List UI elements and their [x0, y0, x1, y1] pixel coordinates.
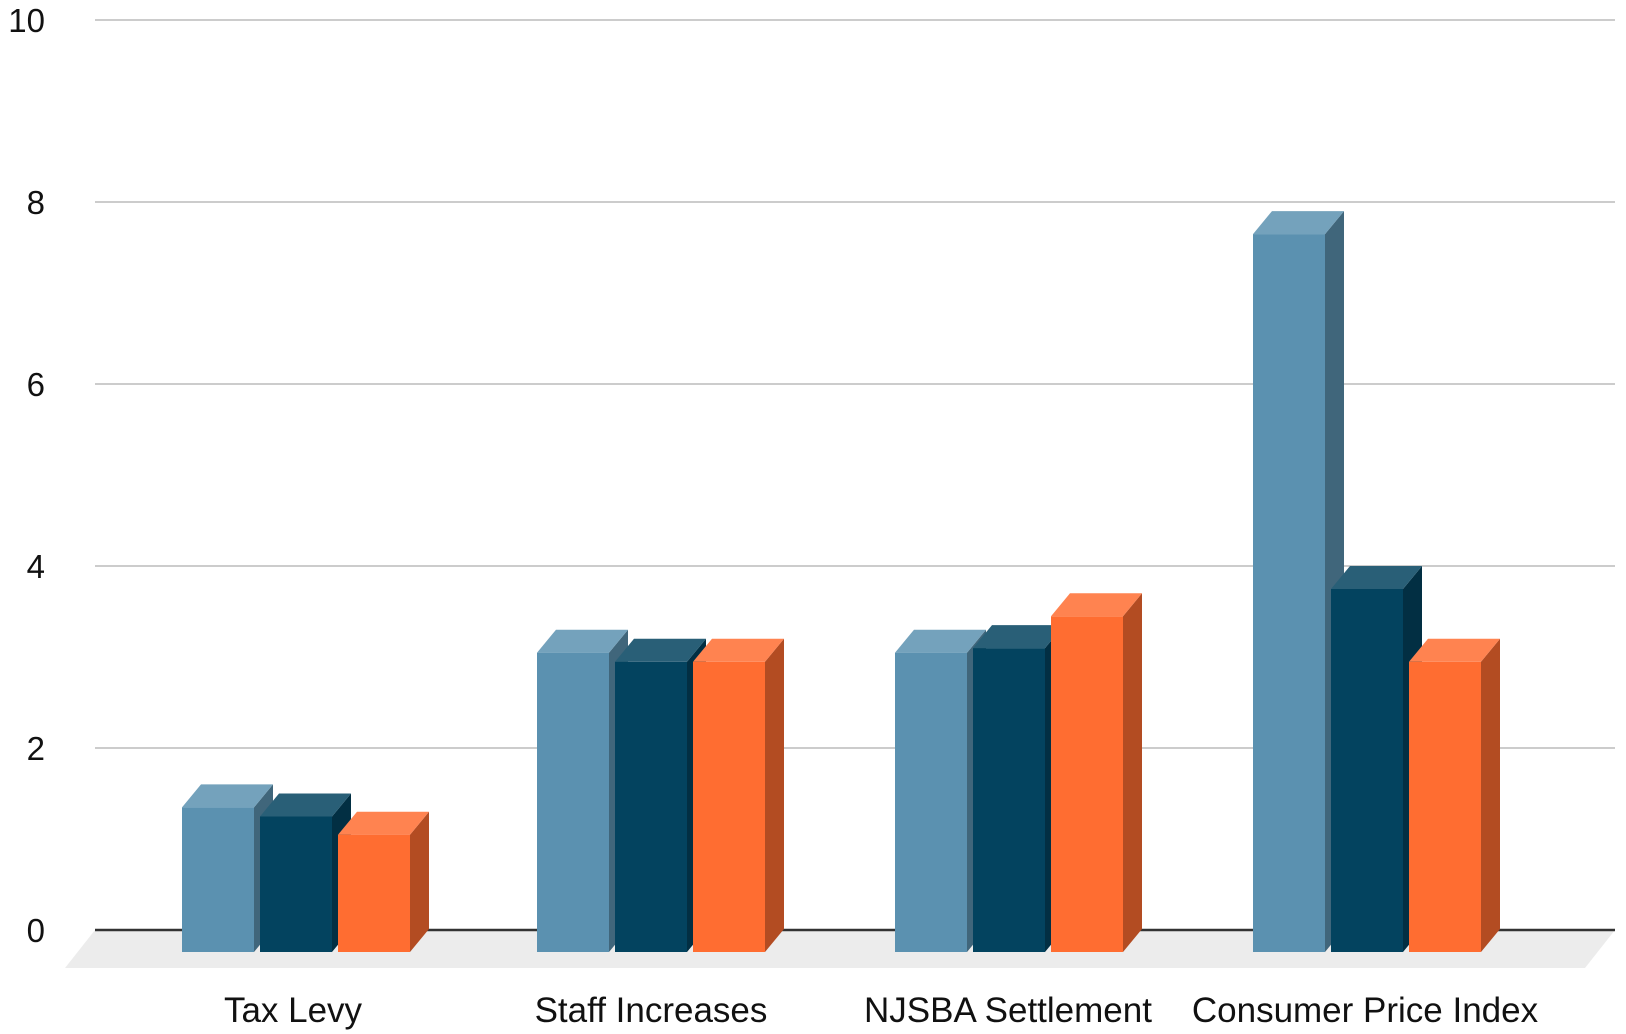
bar-top-face: [895, 629, 986, 653]
bar-top-face: [1051, 593, 1142, 617]
bar: [1409, 638, 1500, 952]
bar-top-face: [1331, 566, 1422, 589]
y-tick-label: 0: [27, 912, 45, 949]
bar-top-face: [1253, 211, 1344, 235]
bar-front-face: [1409, 661, 1481, 952]
bar: [1051, 593, 1142, 952]
bar: [260, 793, 351, 952]
bar-side-face: [1123, 593, 1142, 952]
bar-top-face: [338, 811, 429, 835]
bar-side-face: [1481, 638, 1500, 952]
bar-top-face: [693, 638, 784, 662]
bar-top-face: [182, 784, 273, 808]
bar: [973, 625, 1064, 952]
y-axis-ticks: 0 2 4 6 8 10: [8, 2, 45, 949]
chart-floor: [65, 930, 1615, 968]
bar-front-face: [182, 807, 254, 952]
y-tick-label: 10: [8, 2, 45, 39]
y-tick-label: 4: [27, 548, 45, 585]
bar-side-face: [765, 638, 784, 952]
x-category-label: Tax Levy: [224, 991, 363, 1030]
bars: [182, 211, 1500, 953]
bar-front-face: [1051, 616, 1123, 952]
bar-front-face: [1331, 589, 1403, 952]
x-category-label: Consumer Price Index: [1192, 991, 1539, 1030]
bar: [693, 638, 784, 952]
bar-top-face: [615, 638, 706, 662]
bar-front-face: [338, 834, 410, 952]
bar-front-face: [537, 652, 609, 952]
bar-top-face: [260, 793, 351, 817]
bar-front-face: [895, 652, 967, 952]
bar-front-face: [1253, 234, 1325, 953]
x-category-label: NJSBA Settlement: [864, 991, 1152, 1030]
bar-front-face: [615, 661, 687, 952]
bar-top-face: [973, 625, 1064, 649]
y-tick-label: 6: [27, 366, 45, 403]
bar-front-face: [973, 648, 1045, 952]
bar-side-face: [410, 811, 429, 952]
bar-front-face: [693, 661, 765, 952]
bar: [182, 784, 273, 952]
bar: [537, 629, 628, 952]
bar-top-face: [1409, 638, 1500, 662]
floor-plane: [65, 930, 1615, 968]
x-category-label: Staff Increases: [535, 991, 768, 1030]
x-axis-labels: Tax Levy Staff Increases NJSBA Settlement C…: [224, 991, 1539, 1030]
y-tick-label: 8: [27, 184, 45, 221]
bar-top-face: [537, 629, 628, 653]
y-tick-label: 2: [27, 730, 45, 767]
bar: [338, 811, 429, 952]
bar: [1331, 566, 1422, 952]
bar: [895, 629, 986, 952]
bar: [1253, 211, 1344, 953]
bar: [615, 638, 706, 952]
bar-front-face: [260, 816, 332, 952]
